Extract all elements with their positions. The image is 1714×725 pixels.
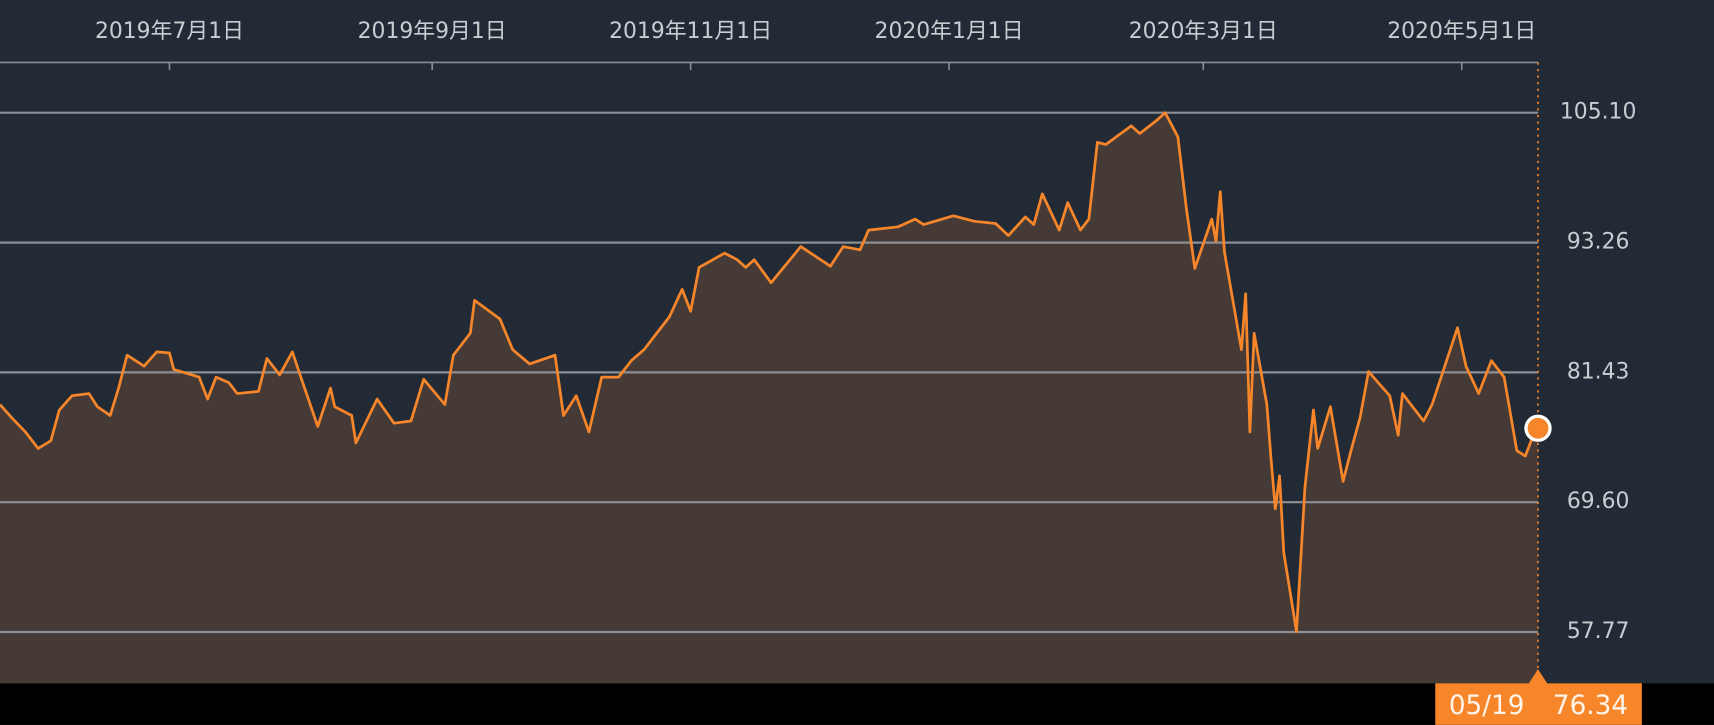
cursor-value: 76.34 [1553,691,1628,721]
y-tick-label: 93.26 [1567,230,1630,255]
x-tick-label: 2020年1月1日 [875,19,1024,44]
cursor-pointer [1528,669,1548,685]
x-tick-label: 2020年3月1日 [1129,19,1278,44]
y-tick-label: 69.60 [1567,489,1630,514]
cursor-tag [1435,683,1642,725]
cursor-date: 05/19 [1449,691,1525,721]
y-tick-label: 81.43 [1567,359,1630,384]
area [0,112,1539,684]
x-tick-label: 2019年11月1日 [609,19,772,44]
y-tick-label: 105.10 [1560,100,1637,125]
price-line [0,111,1540,634]
y-tick-label: 57.77 [1567,619,1630,644]
bottom-bar [0,683,1714,725]
x-tick-label: 2020年5月1日 [1387,19,1536,44]
cursor-marker [1524,414,1552,442]
x-tick-label: 2019年7月1日 [95,19,244,44]
x-tick-label: 2019年9月1日 [358,19,507,44]
